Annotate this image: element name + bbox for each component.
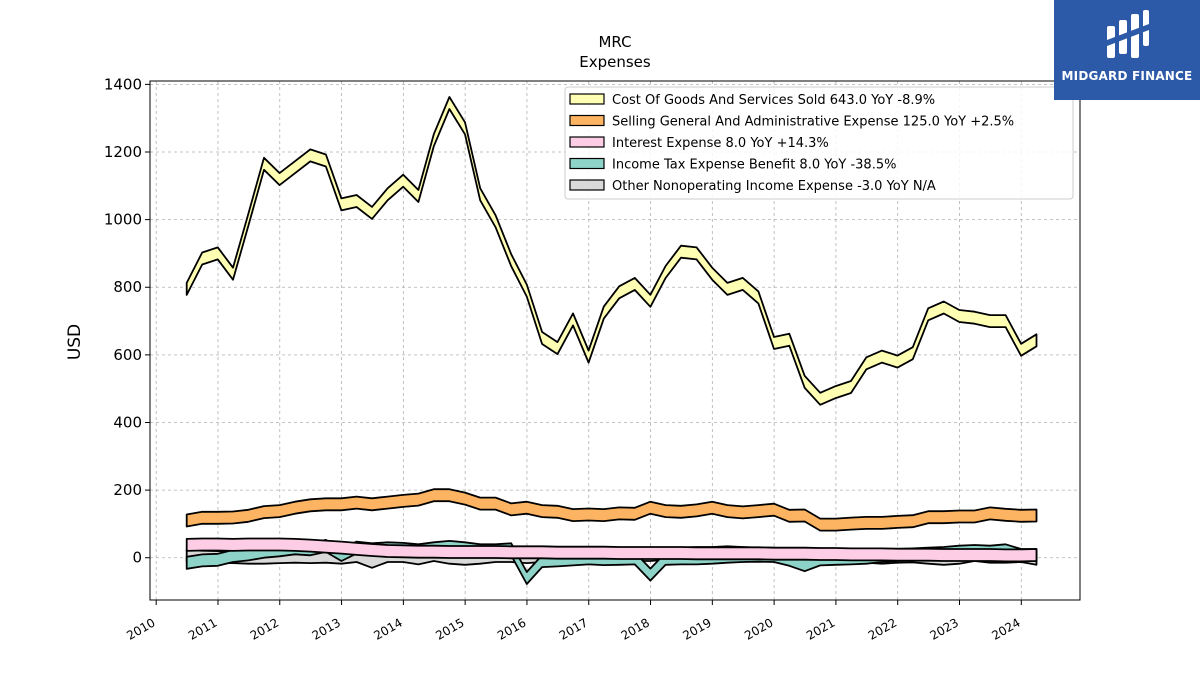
y-axis-ticks: 0 200 400 600 800 1000 1200 1400 bbox=[104, 75, 150, 567]
plot-frame bbox=[149, 80, 1081, 601]
legend-label: Interest Expense 8.0 YoY +14.3% bbox=[612, 136, 829, 151]
x-tick-label: 2014 bbox=[371, 615, 404, 642]
y-tick-label: 1000 bbox=[104, 211, 142, 229]
x-tick-label: 2015 bbox=[433, 615, 466, 642]
x-tick-label: 2016 bbox=[495, 615, 528, 642]
y-tick-label: 1400 bbox=[104, 75, 142, 93]
y-axis-label: USD bbox=[65, 324, 85, 360]
x-tick-label: 2024 bbox=[989, 615, 1022, 642]
x-tick-label: 2013 bbox=[310, 615, 343, 642]
y-tick-label: 0 bbox=[132, 549, 142, 567]
x-tick-label: 2020 bbox=[742, 615, 775, 642]
legend: Cost Of Goods And Services Sold 643.0 Yo… bbox=[564, 86, 1074, 200]
x-tick-label: 2011 bbox=[186, 615, 219, 642]
series-area bbox=[185, 96, 1038, 585]
series-line-1 bbox=[185, 488, 1038, 532]
x-tick-label: 2018 bbox=[619, 615, 652, 642]
y-tick-label: 200 bbox=[113, 481, 142, 499]
series-line-0 bbox=[185, 96, 1038, 406]
x-tick-label: 2017 bbox=[557, 615, 590, 642]
legend-swatch bbox=[569, 157, 605, 170]
legend-label: Other Nonoperating Income Expense -3.0 Y… bbox=[612, 179, 936, 194]
x-tick-label: 2022 bbox=[866, 615, 899, 642]
legend-entries: Cost Of Goods And Services Sold 643.0 Yo… bbox=[569, 93, 1014, 194]
y-tick-label: 1200 bbox=[104, 143, 142, 161]
x-tick-label: 2012 bbox=[248, 615, 281, 642]
brand-logo: MIDGARD FINANCE bbox=[1054, 0, 1200, 100]
legend-label: Income Tax Expense Benefit 8.0 YoY -38.5… bbox=[612, 158, 896, 173]
x-tick-label: 2019 bbox=[680, 615, 713, 642]
x-tick-label: 2010 bbox=[124, 615, 157, 642]
legend-swatch bbox=[569, 179, 605, 191]
chart-subtitle: Expenses bbox=[579, 53, 651, 71]
legend-swatch bbox=[569, 114, 605, 127]
legend-box bbox=[564, 86, 1074, 200]
legend-label: Cost Of Goods And Services Sold 643.0 Yo… bbox=[612, 93, 935, 108]
brand-logo-mark bbox=[1107, 10, 1149, 58]
y-tick-label: 600 bbox=[113, 346, 142, 364]
y-tick-label: 800 bbox=[113, 278, 142, 296]
x-tick-label: 2023 bbox=[928, 615, 961, 642]
series-line-2 bbox=[185, 537, 1038, 563]
y-tick-label: 400 bbox=[113, 413, 142, 431]
brand-name: MIDGARD FINANCE bbox=[1061, 69, 1193, 83]
x-axis-ticks: 2010 2011 2012 2013 2014 2015 2016 2017 2018 2019… bbox=[124, 600, 1023, 643]
legend-swatch bbox=[569, 93, 605, 105]
chart-title: MRC bbox=[598, 33, 631, 51]
x-tick-label: 2021 bbox=[804, 615, 837, 642]
legend-label: Selling General And Administrative Expen… bbox=[612, 115, 1014, 130]
legend-swatch bbox=[569, 136, 605, 148]
